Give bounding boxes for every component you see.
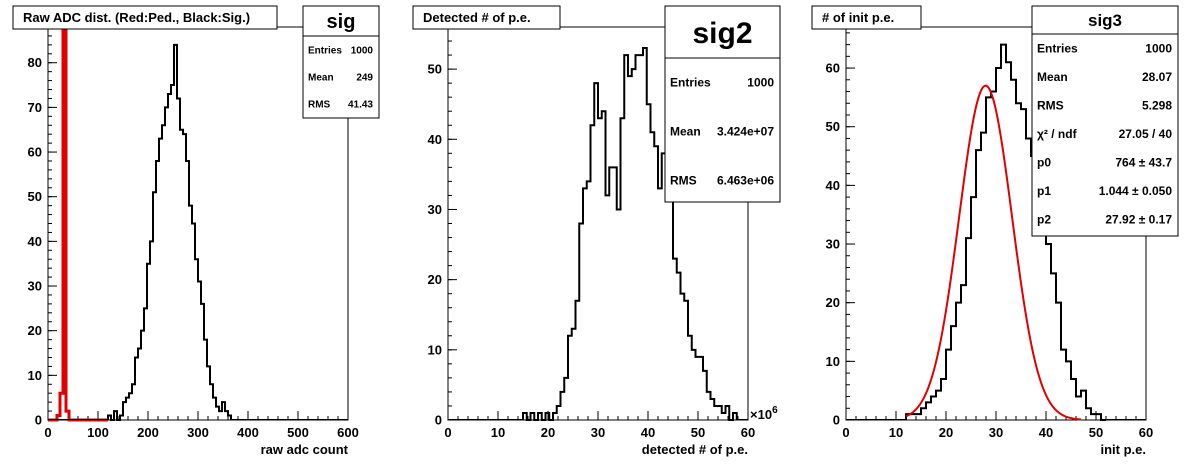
x-tick-label: 60 xyxy=(741,425,755,440)
y-tick-label: 30 xyxy=(826,237,840,252)
x-axis-label: detected # of p.e. xyxy=(642,442,748,457)
x-tick-label: 40 xyxy=(641,425,655,440)
y-tick-label: 70 xyxy=(28,100,42,115)
x-tick-label: 20 xyxy=(541,425,555,440)
stats-box xyxy=(664,5,781,203)
stats-box xyxy=(302,5,380,119)
title-box xyxy=(12,5,278,30)
stats-row-label: Entries xyxy=(308,46,342,57)
y-tick-label: 30 xyxy=(428,202,442,217)
y-tick-label: 20 xyxy=(826,295,840,310)
y-tick-label: 50 xyxy=(28,189,42,204)
y-tick-label: 50 xyxy=(826,119,840,134)
x-tick-label: 0 xyxy=(842,425,849,440)
stats-box-name: sig xyxy=(327,11,356,33)
x-tick-label: 0 xyxy=(444,425,451,440)
stats-box xyxy=(1031,5,1179,237)
stats-row-value: 5.298 xyxy=(1142,98,1172,112)
x-axis-label: init p.e. xyxy=(1101,442,1147,457)
histogram-series-2 xyxy=(48,25,108,422)
y-tick-label: 20 xyxy=(28,323,42,338)
histogram-panel-2: 0 10 20 30 40 50 60 0 10 20 30 40 50 Detected # of p.… xyxy=(412,5,781,457)
stats-row-value: 27.05 / 40 xyxy=(1119,127,1173,141)
y-tick-label: 40 xyxy=(428,132,442,147)
x-tick-label: 0 xyxy=(44,425,51,440)
y-tick-label: 20 xyxy=(428,272,442,287)
x-tick-label: 600 xyxy=(337,425,359,440)
stats-row-label: p2 xyxy=(1037,212,1051,226)
x-axis-exponent: ×106 xyxy=(750,405,778,422)
stats-row-label: χ² / ndf xyxy=(1037,127,1078,141)
y-tick-label: 50 xyxy=(428,62,442,77)
stats-row-value: 3.424e+07 xyxy=(717,125,774,139)
stats-row-value: 1.044 ± 0.050 xyxy=(1099,184,1173,198)
histogram-panel-1: 0 100 200 300 400 500 600 0 10 20 30 40 50 60 70 80 Raw … xyxy=(12,5,380,457)
y-tick-label: 40 xyxy=(826,178,840,193)
y-tick-label: 40 xyxy=(28,234,42,249)
stats-row-label: Mean xyxy=(670,125,701,139)
stats-row-value: 6.463e+06 xyxy=(717,174,774,188)
x-tick-label: 500 xyxy=(287,425,309,440)
stats-row-label: Entries xyxy=(670,76,711,90)
histogram-series-1 xyxy=(905,43,1106,421)
y-tick-label: 10 xyxy=(428,342,442,357)
stats-row-label: RMS xyxy=(670,174,697,188)
x-tick-label: 300 xyxy=(187,425,209,440)
title-box xyxy=(811,5,922,30)
title-box xyxy=(412,5,561,30)
y-tick-label: 0 xyxy=(435,413,442,428)
x-tick-label: 20 xyxy=(939,425,953,440)
stats-row-label: RMS xyxy=(1037,98,1064,112)
y-tick-label: 0 xyxy=(833,413,840,428)
stats-row-label: p1 xyxy=(1037,184,1051,198)
stats-row-value: 41.43 xyxy=(348,100,373,111)
plot-title: # of init p.e. xyxy=(822,10,894,25)
stats-row-value: 1000 xyxy=(747,76,774,90)
stats-row-label: Mean xyxy=(1037,70,1068,84)
stats-row-label: Mean xyxy=(308,73,334,84)
x-tick-label: 400 xyxy=(237,425,259,440)
stats-row-value: 1000 xyxy=(351,46,374,57)
x-axis-label: raw adc count xyxy=(261,442,349,457)
stats-row-label: RMS xyxy=(308,100,331,111)
x-tick-label: 10 xyxy=(491,425,505,440)
x-tick-label: 50 xyxy=(691,425,705,440)
stats-row-value: 28.07 xyxy=(1142,70,1172,84)
y-tick-label: 30 xyxy=(28,279,42,294)
plot-title: Raw ADC dist. (Red:Ped., Black:Sig.) xyxy=(23,10,250,25)
x-tick-label: 60 xyxy=(1139,425,1153,440)
x-tick-label: 30 xyxy=(989,425,1003,440)
stats-row-label: p0 xyxy=(1037,155,1051,169)
x-tick-label: 40 xyxy=(1039,425,1053,440)
stats-row-value: 1000 xyxy=(1145,41,1172,55)
stats-row-value: 249 xyxy=(356,73,373,84)
y-tick-label: 10 xyxy=(28,368,42,383)
stats-box-name: sig2 xyxy=(692,17,752,50)
y-tick-label: 10 xyxy=(826,354,840,369)
x-tick-label: 100 xyxy=(87,425,109,440)
x-tick-label: 200 xyxy=(137,425,159,440)
stats-box-name: sig3 xyxy=(1088,11,1122,30)
y-tick-label: 80 xyxy=(28,55,42,70)
histogram-panel-3: 0 10 20 30 40 50 60 0 10 20 30 40 50 60 # of init p.e.… xyxy=(811,5,1179,457)
x-tick-label: 10 xyxy=(889,425,903,440)
plot-title: Detected # of p.e. xyxy=(423,10,531,25)
stats-row-value: 764 ± 43.7 xyxy=(1115,155,1172,169)
x-tick-label: 50 xyxy=(1089,425,1103,440)
stats-row-value: 27.92 ± 0.17 xyxy=(1105,212,1172,226)
y-tick-label: 60 xyxy=(28,145,42,160)
stats-row-label: Entries xyxy=(1037,41,1078,55)
y-tick-label: 0 xyxy=(35,413,42,428)
histogram-series-1 xyxy=(522,47,738,421)
y-tick-label: 60 xyxy=(826,61,840,76)
histogram-series-1 xyxy=(107,43,232,421)
x-tick-label: 30 xyxy=(591,425,605,440)
gaussian-fit-curve xyxy=(905,84,1082,421)
